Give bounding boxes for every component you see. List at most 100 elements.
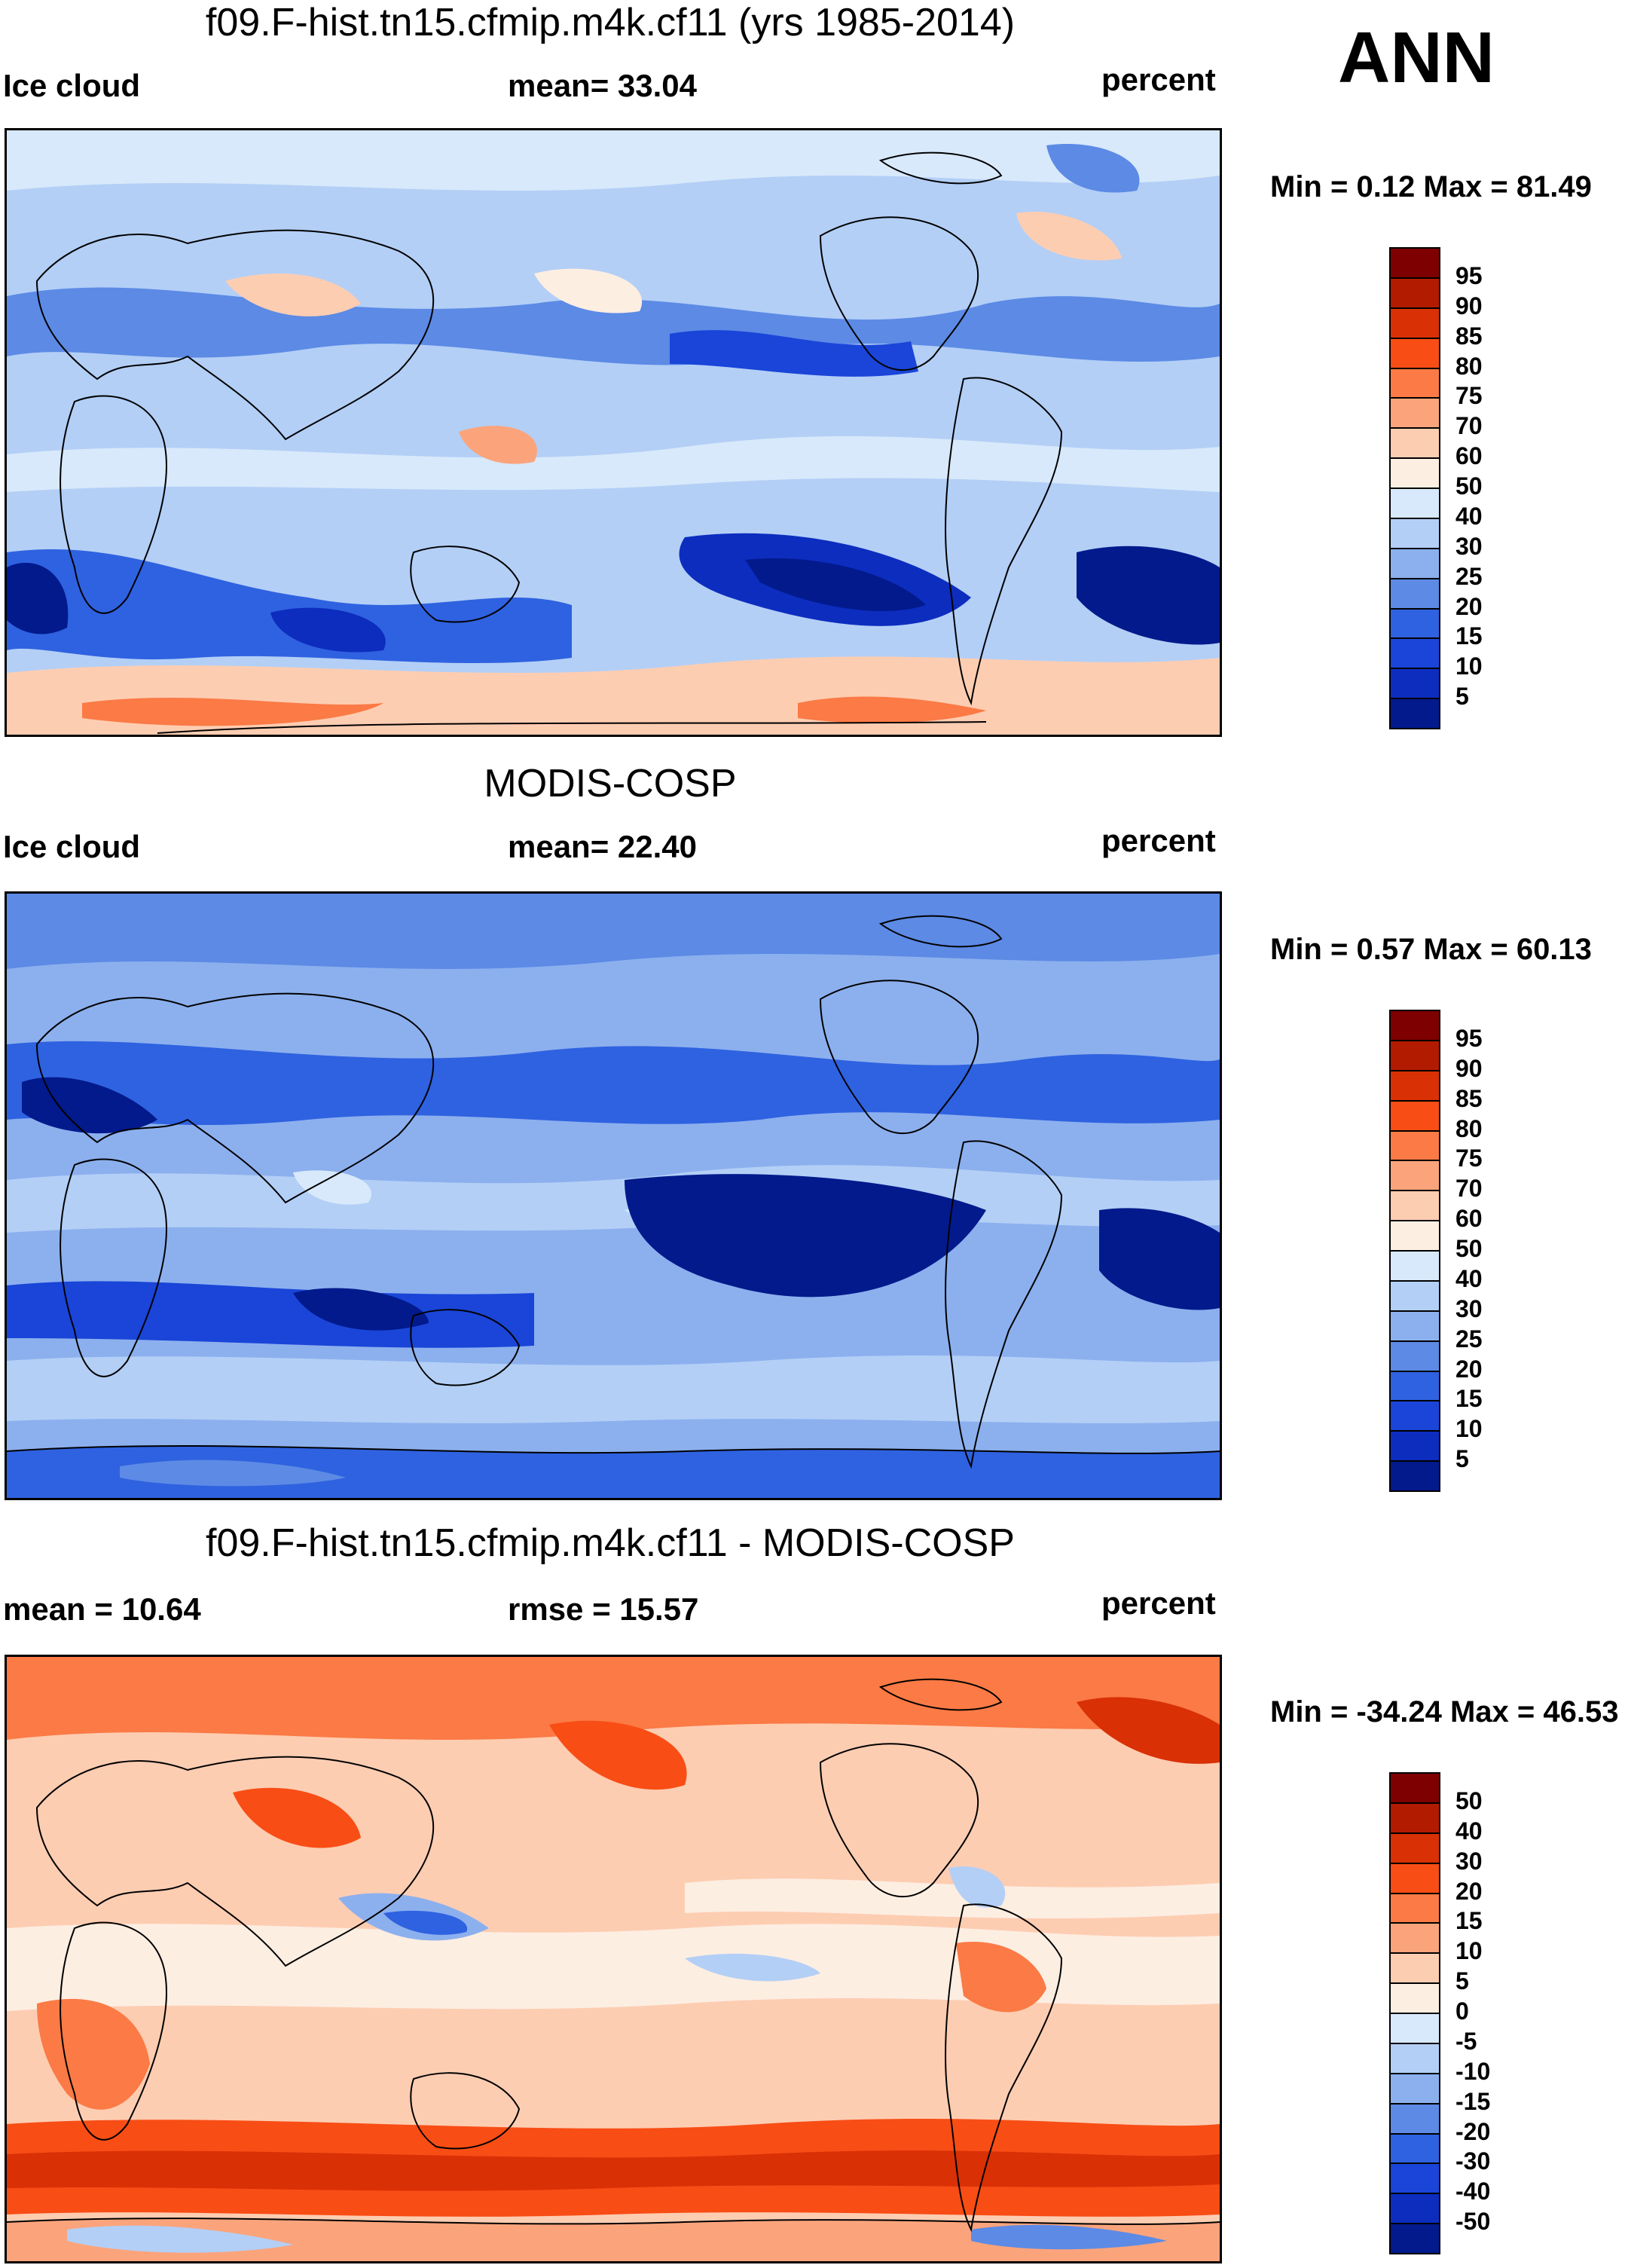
colorbar-cell [1389, 1832, 1440, 1864]
panel-3-mean-label: mean = 10.64 [3, 1591, 201, 1627]
colorbar-cell [1389, 427, 1440, 460]
colorbar-cell [1389, 2013, 1440, 2044]
colorbar-tick-label: 30 [1455, 1847, 1483, 1875]
panel-3-minmax: Min = -34.24 Max = 46.53 [1270, 1695, 1619, 1729]
colorbar-tick-label: 60 [1455, 442, 1483, 470]
colorbar-tick-label: 15 [1455, 1907, 1483, 1935]
colorbar-tick-label: 5 [1455, 683, 1469, 711]
colorbar-cell [1389, 1802, 1440, 1834]
colorbar-cell [1389, 2072, 1440, 2104]
colorbar-cell [1389, 1160, 1440, 1192]
panel-2-minmax: Min = 0.57 Max = 60.13 [1270, 933, 1592, 966]
colorbar-cell [1389, 307, 1440, 339]
colorbar-tick-label: 10 [1455, 1937, 1483, 1965]
colorbar-tick-label: 40 [1455, 502, 1483, 530]
colorbar-tick-label: 60 [1455, 1205, 1483, 1233]
colorbar-cell [1389, 547, 1440, 579]
colorbar-tick-label: 50 [1455, 472, 1483, 500]
colorbar-tick-label: 30 [1455, 532, 1483, 560]
panel-2-units: percent [1101, 823, 1216, 858]
colorbar-cell [1389, 577, 1440, 610]
colorbar-tick-label: 10 [1455, 1415, 1483, 1443]
colorbar-tick-label: 0 [1455, 1997, 1469, 2025]
colorbar-cell [1389, 367, 1440, 399]
panel-1-left-label: Ice cloud [3, 68, 141, 103]
colorbar-tick-label: 50 [1455, 1787, 1483, 1814]
colorbar-cell [1389, 1129, 1440, 1162]
colorbar-cell [1389, 1772, 1440, 1804]
panel-2-map [5, 891, 1222, 1500]
colorbar-tick-label: 75 [1455, 382, 1483, 410]
colorbar-cell [1389, 1069, 1440, 1102]
colorbar-cell [1389, 607, 1440, 640]
colorbar-tick-label: 90 [1455, 292, 1483, 319]
colorbar-cell [1389, 2193, 1440, 2225]
colorbar-cell [1389, 488, 1440, 519]
colorbar-cell [1389, 1250, 1440, 1282]
panel-1-units: percent [1101, 62, 1216, 97]
colorbar-tick-label: 20 [1455, 1355, 1483, 1383]
colorbar-cell [1389, 397, 1440, 429]
colorbar-tick-label: 40 [1455, 1817, 1483, 1845]
colorbar-cell [1389, 1952, 1440, 1985]
colorbar-tick-label: 5 [1455, 1445, 1469, 1473]
colorbar-cell [1389, 1892, 1440, 1924]
colorbar-tick-label: -20 [1455, 2117, 1491, 2145]
colorbar-tick-label: 20 [1455, 592, 1483, 620]
panel-1-minmax: Min = 0.12 Max = 81.49 [1270, 170, 1592, 203]
panel-1-mean-label: mean= 33.04 [508, 68, 698, 103]
panel-3-title: f09.F-hist.tn15.cfmip.m4k.cf11 - MODIS-C… [206, 1521, 1015, 1565]
colorbar-cell [1389, 2163, 1440, 2195]
season-label: ANN [1338, 17, 1495, 98]
panel-1-map [5, 128, 1222, 737]
colorbar-tick-label: 95 [1455, 1024, 1483, 1052]
colorbar-tick-label: 95 [1455, 261, 1483, 289]
colorbar-cell [1389, 668, 1440, 700]
colorbar-tick-label: -40 [1455, 2178, 1491, 2205]
colorbar-tick-label: 90 [1455, 1054, 1483, 1082]
colorbar-tick-label: 85 [1455, 322, 1483, 350]
colorbar-tick-label: 30 [1455, 1294, 1483, 1322]
panel-3-rmse-label: rmse = 15.57 [508, 1591, 699, 1627]
panel-1-title: f09.F-hist.tn15.cfmip.m4k.cf11 (yrs 1985… [205, 1, 1016, 44]
colorbar-tick-label: -50 [1455, 2208, 1491, 2236]
colorbar-cell [1389, 1220, 1440, 1252]
colorbar-tick-label: -15 [1455, 2087, 1491, 2115]
panel-3-units: percent [1101, 1585, 1216, 1621]
colorbar-tick-label: 75 [1455, 1145, 1483, 1172]
colorbar-tick-label: -5 [1455, 2027, 1477, 2055]
colorbar-tick-label: 10 [1455, 653, 1483, 680]
colorbar-tick-label: -10 [1455, 2057, 1491, 2085]
colorbar-tick-label: 50 [1455, 1235, 1483, 1262]
colorbar-tick-label: 15 [1455, 622, 1483, 650]
colorbar-cell [1389, 1099, 1440, 1132]
colorbar-cell [1389, 2102, 1440, 2135]
colorbar-cell [1389, 1400, 1440, 1432]
panel-1-colorbar: 95 90 85 80 75 70 60 50 40 30 25 20 15 10 5 [1389, 247, 1540, 729]
colorbar-tick-label: 20 [1455, 1877, 1483, 1905]
panel-2-left-label: Ice cloud [3, 829, 141, 864]
colorbar-cell [1389, 1190, 1440, 1222]
colorbar-cell [1389, 1862, 1440, 1894]
colorbar-cell [1389, 1460, 1440, 1492]
colorbar-cell [1389, 337, 1440, 369]
panel-3-map-svg [7, 1657, 1220, 2261]
colorbar-cell [1389, 517, 1440, 549]
colorbar-cell [1389, 1340, 1440, 1372]
colorbar-cell [1389, 457, 1440, 489]
colorbar-tick-label: 5 [1455, 1967, 1469, 1995]
colorbar-tick-label: -30 [1455, 2147, 1491, 2175]
colorbar-tick-label: 80 [1455, 1114, 1483, 1142]
panel-3-colorbar: 50 40 30 20 15 10 5 0 -5 -10 -15 -20 -30 -40 -50 [1389, 1772, 1540, 2254]
panel-1-map-svg [7, 130, 1220, 735]
colorbar-cell [1389, 1039, 1440, 1071]
panel-3-map [5, 1655, 1222, 2263]
colorbar-cell [1389, 1310, 1440, 1342]
colorbar-cell [1389, 2042, 1440, 2074]
colorbar-cell [1389, 247, 1440, 279]
colorbar-cell [1389, 1982, 1440, 2014]
panel-2-map-svg [7, 894, 1220, 1498]
colorbar-tick-label: 25 [1455, 562, 1483, 590]
colorbar-cell [1389, 277, 1440, 309]
panel-2-title: MODIS-COSP [484, 762, 737, 805]
